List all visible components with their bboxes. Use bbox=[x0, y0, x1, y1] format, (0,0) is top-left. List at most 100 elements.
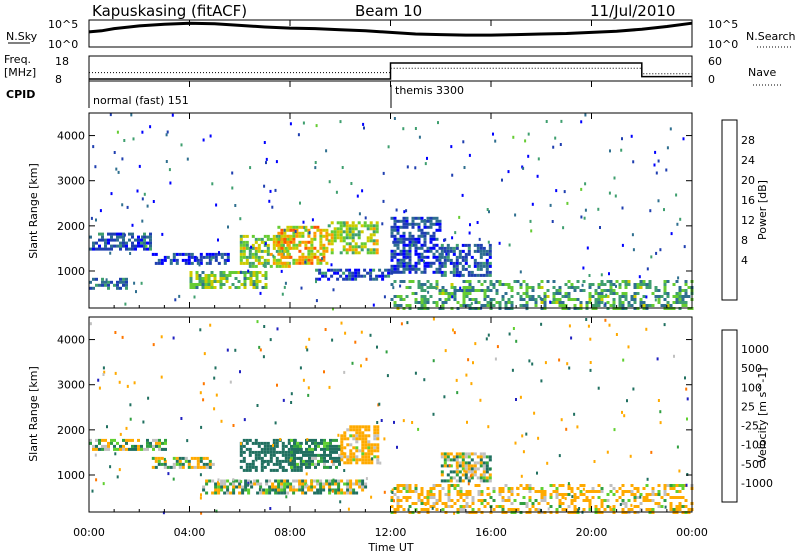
heatmap-cell bbox=[214, 258, 218, 262]
heatmap-cell bbox=[600, 505, 604, 508]
heatmap-cell bbox=[280, 243, 284, 247]
heatmap-cell bbox=[333, 268, 337, 272]
heatmap-cell bbox=[278, 249, 282, 253]
heatmap-cell bbox=[382, 171, 385, 175]
heatmap-cell bbox=[483, 280, 487, 283]
heatmap-cell bbox=[546, 289, 550, 292]
heatmap-cell bbox=[468, 292, 472, 295]
heatmap-cell bbox=[633, 298, 637, 301]
heatmap-cell bbox=[432, 261, 436, 265]
heatmap-cell bbox=[512, 327, 515, 330]
heatmap-cell bbox=[113, 447, 116, 451]
heatmap-cell bbox=[675, 301, 679, 304]
heatmap-cell bbox=[458, 252, 462, 256]
heatmap-cell bbox=[265, 479, 269, 483]
heatmap-cell bbox=[558, 286, 562, 289]
heatmap-cell bbox=[417, 228, 421, 232]
heatmap-cell bbox=[101, 238, 104, 242]
heatmap-cell bbox=[372, 224, 376, 228]
heatmap-cell bbox=[600, 295, 604, 298]
heatmap-cell bbox=[549, 493, 553, 496]
heatmap-cell bbox=[255, 283, 259, 286]
heatmap-cell bbox=[375, 224, 379, 228]
heatmap-cell bbox=[358, 428, 362, 432]
heatmap-cell bbox=[672, 301, 676, 304]
heatmap-cell bbox=[438, 222, 442, 226]
heatmap-cell bbox=[239, 252, 243, 256]
heatmap-cell bbox=[525, 292, 529, 295]
heatmap-cell bbox=[488, 273, 492, 277]
heatmap-cell bbox=[513, 508, 517, 511]
heatmap-cell bbox=[358, 479, 362, 483]
heatmap-cell bbox=[280, 261, 284, 265]
heatmap-cell bbox=[357, 268, 361, 272]
heatmap-cell bbox=[495, 301, 499, 304]
heatmap-cell bbox=[684, 280, 688, 283]
heatmap-cell bbox=[287, 453, 291, 457]
heatmap-cell bbox=[306, 483, 309, 487]
heatmap-cell bbox=[123, 139, 126, 142]
heatmap-cell bbox=[561, 508, 565, 511]
heatmap-cell bbox=[226, 488, 230, 492]
heatmap-cell bbox=[283, 240, 287, 244]
heatmap-cell bbox=[488, 210, 490, 214]
heatmap-cell bbox=[612, 289, 616, 292]
heatmap-cell bbox=[516, 493, 520, 496]
heatmap-cell bbox=[265, 488, 269, 492]
heatmap-cell bbox=[263, 447, 267, 451]
heatmap-cell bbox=[95, 247, 98, 251]
heatmap-cell bbox=[363, 224, 367, 228]
heatmap-cell bbox=[275, 444, 279, 448]
heatmap-cell bbox=[420, 283, 424, 286]
heatmap-cell bbox=[122, 241, 125, 245]
heatmap-cell bbox=[461, 467, 465, 471]
heatmap-cell bbox=[495, 292, 499, 295]
heatmap-cell bbox=[326, 465, 329, 469]
heatmap-cell bbox=[269, 450, 273, 454]
heatmap-cell bbox=[423, 298, 427, 301]
heatmap-cell bbox=[604, 318, 607, 322]
heatmap-cell bbox=[510, 301, 514, 304]
heatmap-cell bbox=[146, 247, 149, 251]
heatmap-cell bbox=[408, 237, 412, 241]
heatmap-cell bbox=[507, 490, 511, 493]
heatmap-cell bbox=[447, 295, 451, 298]
heatmap-cell bbox=[536, 174, 539, 178]
heatmap-cell bbox=[214, 255, 218, 259]
heatmap-cell bbox=[431, 506, 434, 510]
heatmap-cell bbox=[365, 477, 368, 481]
heatmap-cell bbox=[326, 444, 329, 448]
heatmap-cell bbox=[648, 508, 652, 511]
heatmap-cell bbox=[102, 373, 105, 376]
heatmap-cell bbox=[660, 304, 664, 307]
heatmap-cell bbox=[219, 277, 223, 280]
heatmap-cell bbox=[676, 222, 679, 226]
heatmap-cell bbox=[588, 499, 592, 502]
heatmap-cell bbox=[390, 496, 394, 499]
heatmap-cell bbox=[672, 487, 676, 490]
heatmap-cell bbox=[257, 456, 261, 460]
heatmap-cell bbox=[399, 295, 403, 298]
heatmap-cell bbox=[281, 459, 285, 463]
heatmap-cell bbox=[151, 252, 155, 256]
heatmap-cell bbox=[405, 225, 409, 229]
heatmap-cell bbox=[337, 433, 340, 437]
heatmap-cell bbox=[646, 267, 649, 271]
heatmap-cell bbox=[633, 496, 637, 499]
heatmap-cell bbox=[304, 243, 308, 247]
heatmap-cell bbox=[393, 234, 397, 238]
heatmap-cell bbox=[618, 283, 622, 286]
heatmap-cell bbox=[440, 270, 444, 274]
heatmap-cell bbox=[290, 465, 293, 469]
heatmap-cell bbox=[633, 283, 637, 286]
heatmap-cell bbox=[293, 450, 296, 454]
heatmap-cell bbox=[485, 261, 489, 265]
heatmap-cell bbox=[570, 502, 574, 505]
heatmap-cell bbox=[314, 453, 317, 457]
x-tick-label: 08:00 bbox=[274, 526, 306, 539]
heatmap-cell bbox=[424, 162, 427, 166]
heatmap-cell bbox=[116, 235, 119, 239]
heatmap-cell bbox=[576, 298, 580, 301]
heatmap-cell bbox=[316, 479, 320, 483]
heatmap-cell bbox=[332, 307, 334, 311]
